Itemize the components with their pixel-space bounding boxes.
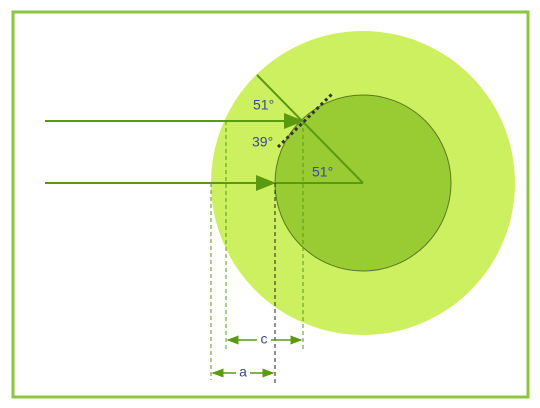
dimension-label: c [261, 331, 268, 347]
angle-label: 39° [252, 134, 273, 150]
angle-label: 51° [312, 164, 333, 180]
normal-line [256, 74, 364, 184]
dimension-label: a [239, 364, 247, 380]
angle-label: 51° [253, 97, 274, 113]
tangent-line [276, 91, 335, 149]
